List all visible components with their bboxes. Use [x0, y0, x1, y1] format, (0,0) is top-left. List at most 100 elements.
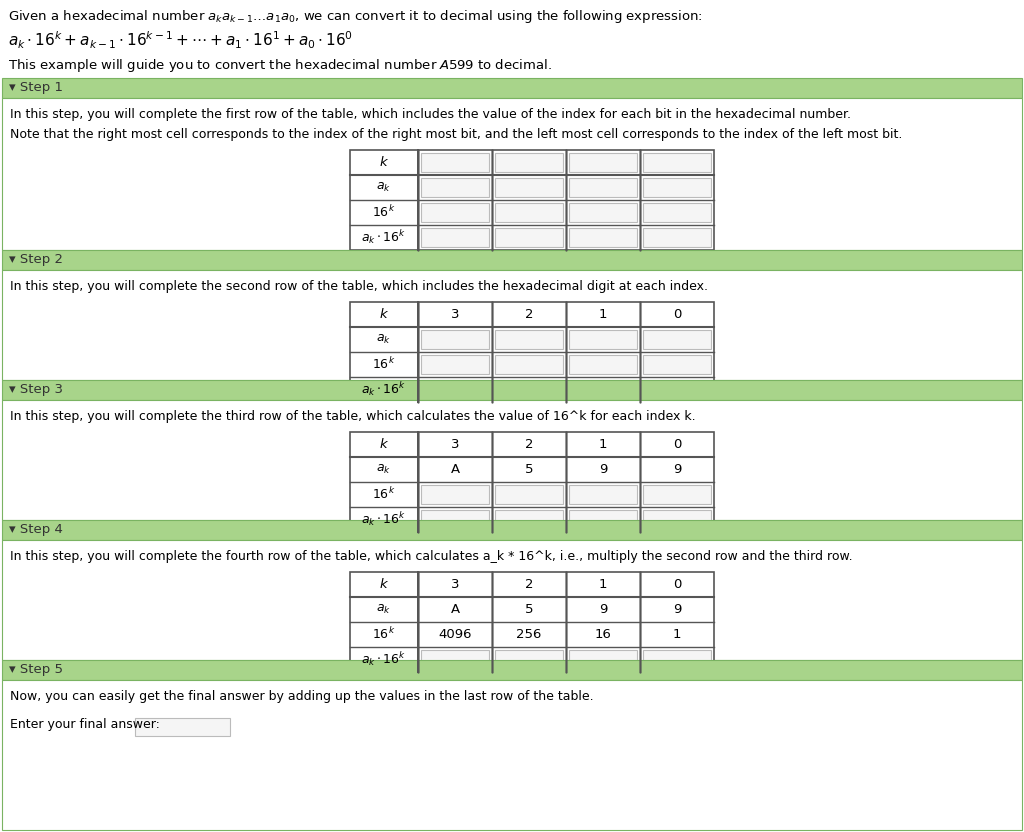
Text: $k$: $k$ [379, 156, 389, 170]
Text: $a_k \cdot 16^k$: $a_k \cdot 16^k$ [361, 511, 407, 528]
FancyBboxPatch shape [421, 380, 489, 399]
Text: 9: 9 [673, 463, 681, 476]
Text: $k$: $k$ [379, 308, 389, 321]
Text: $a_k$: $a_k$ [377, 603, 391, 616]
FancyBboxPatch shape [569, 153, 637, 172]
FancyBboxPatch shape [421, 650, 489, 669]
Text: 3: 3 [451, 308, 459, 321]
Text: 16: 16 [595, 628, 611, 641]
Text: 9: 9 [673, 603, 681, 616]
FancyBboxPatch shape [569, 380, 637, 399]
Bar [2, 380, 1022, 400]
FancyBboxPatch shape [569, 510, 637, 529]
Text: $k$: $k$ [379, 438, 389, 452]
FancyBboxPatch shape [495, 485, 563, 504]
Text: ▾ Step 4: ▾ Step 4 [9, 523, 62, 537]
FancyBboxPatch shape [569, 650, 637, 669]
Text: $16^k$: $16^k$ [373, 487, 395, 503]
FancyBboxPatch shape [643, 330, 711, 349]
Text: In this step, you will complete the fourth row of the table, which calculates a_: In this step, you will complete the four… [10, 550, 853, 563]
Text: 1: 1 [673, 628, 681, 641]
Text: $a_k \cdot 16^k$: $a_k \cdot 16^k$ [361, 229, 407, 246]
FancyBboxPatch shape [643, 510, 711, 529]
FancyBboxPatch shape [421, 355, 489, 374]
FancyBboxPatch shape [495, 650, 563, 669]
Text: $a_k \cdot 16^k$: $a_k \cdot 16^k$ [361, 651, 407, 668]
Bar [2, 270, 1022, 380]
Bar [350, 302, 714, 402]
Bar [350, 572, 714, 672]
FancyBboxPatch shape [421, 485, 489, 504]
Text: Enter your final answer:: Enter your final answer: [10, 718, 160, 731]
FancyBboxPatch shape [643, 355, 711, 374]
Text: 9: 9 [599, 463, 607, 476]
Bar [2, 660, 1022, 680]
FancyBboxPatch shape [569, 228, 637, 247]
Bar [350, 150, 714, 250]
Text: 2: 2 [524, 308, 534, 321]
Bar [2, 520, 1022, 540]
Text: 256: 256 [516, 628, 542, 641]
Text: 0: 0 [673, 578, 681, 591]
FancyBboxPatch shape [135, 718, 230, 736]
FancyBboxPatch shape [495, 203, 563, 222]
FancyBboxPatch shape [421, 178, 489, 197]
FancyBboxPatch shape [569, 330, 637, 349]
FancyBboxPatch shape [569, 203, 637, 222]
Text: 1: 1 [599, 578, 607, 591]
Text: 1: 1 [599, 438, 607, 451]
FancyBboxPatch shape [569, 178, 637, 197]
Text: $16^k$: $16^k$ [373, 205, 395, 220]
Text: This example will guide you to convert the hexadecimal number $A599$ to decimal.: This example will guide you to convert t… [8, 57, 552, 74]
Text: 3: 3 [451, 578, 459, 591]
Text: Note that the right most cell corresponds to the index of the right most bit, an: Note that the right most cell correspond… [10, 128, 902, 141]
FancyBboxPatch shape [569, 355, 637, 374]
Text: A: A [451, 463, 460, 476]
FancyBboxPatch shape [421, 510, 489, 529]
FancyBboxPatch shape [495, 330, 563, 349]
FancyBboxPatch shape [495, 178, 563, 197]
FancyBboxPatch shape [495, 228, 563, 247]
Text: 1: 1 [599, 308, 607, 321]
FancyBboxPatch shape [495, 153, 563, 172]
Text: $a_k \cdot 16^k + a_{k-1} \cdot 16^{k-1} + \cdots + a_1 \cdot 16^1 + a_0 \cdot 1: $a_k \cdot 16^k + a_{k-1} \cdot 16^{k-1}… [8, 30, 353, 52]
FancyBboxPatch shape [643, 380, 711, 399]
Text: $a_k$: $a_k$ [377, 333, 391, 346]
Text: $a_k \cdot 16^k$: $a_k \cdot 16^k$ [361, 380, 407, 399]
Text: 9: 9 [599, 603, 607, 616]
FancyBboxPatch shape [421, 228, 489, 247]
Bar [2, 78, 1022, 98]
Text: ▾ Step 2: ▾ Step 2 [9, 254, 63, 266]
Text: 2: 2 [524, 578, 534, 591]
Text: $16^k$: $16^k$ [373, 626, 395, 642]
Text: $k$: $k$ [379, 577, 389, 592]
Text: Now, you can easily get the final answer by adding up the values in the last row: Now, you can easily get the final answer… [10, 690, 594, 703]
FancyBboxPatch shape [643, 485, 711, 504]
FancyBboxPatch shape [643, 228, 711, 247]
Text: 4096: 4096 [438, 628, 472, 641]
Text: $a_k$: $a_k$ [377, 181, 391, 194]
Text: In this step, you will complete the third row of the table, which calculates the: In this step, you will complete the thir… [10, 410, 695, 423]
Text: 0: 0 [673, 438, 681, 451]
FancyBboxPatch shape [495, 355, 563, 374]
Bar [2, 98, 1022, 250]
FancyBboxPatch shape [421, 153, 489, 172]
Text: 5: 5 [524, 603, 534, 616]
FancyBboxPatch shape [643, 650, 711, 669]
Text: $a_k$: $a_k$ [377, 463, 391, 476]
Text: 2: 2 [524, 438, 534, 451]
Bar [2, 400, 1022, 520]
Text: In this step, you will complete the second row of the table, which includes the : In this step, you will complete the seco… [10, 280, 708, 293]
Text: In this step, you will complete the first row of the table, which includes the v: In this step, you will complete the firs… [10, 108, 851, 121]
FancyBboxPatch shape [643, 153, 711, 172]
Bar [2, 540, 1022, 660]
Bar [2, 250, 1022, 270]
Text: Given a hexadecimal number $a_k a_{k-1} \ldots a_1 a_0$, we can convert it to de: Given a hexadecimal number $a_k a_{k-1} … [8, 8, 702, 25]
Text: ▾ Step 1: ▾ Step 1 [9, 82, 63, 95]
FancyBboxPatch shape [569, 485, 637, 504]
Text: 3: 3 [451, 438, 459, 451]
Text: ▾ Step 5: ▾ Step 5 [9, 663, 63, 676]
Text: A: A [451, 603, 460, 616]
FancyBboxPatch shape [421, 330, 489, 349]
Bar [2, 680, 1022, 830]
